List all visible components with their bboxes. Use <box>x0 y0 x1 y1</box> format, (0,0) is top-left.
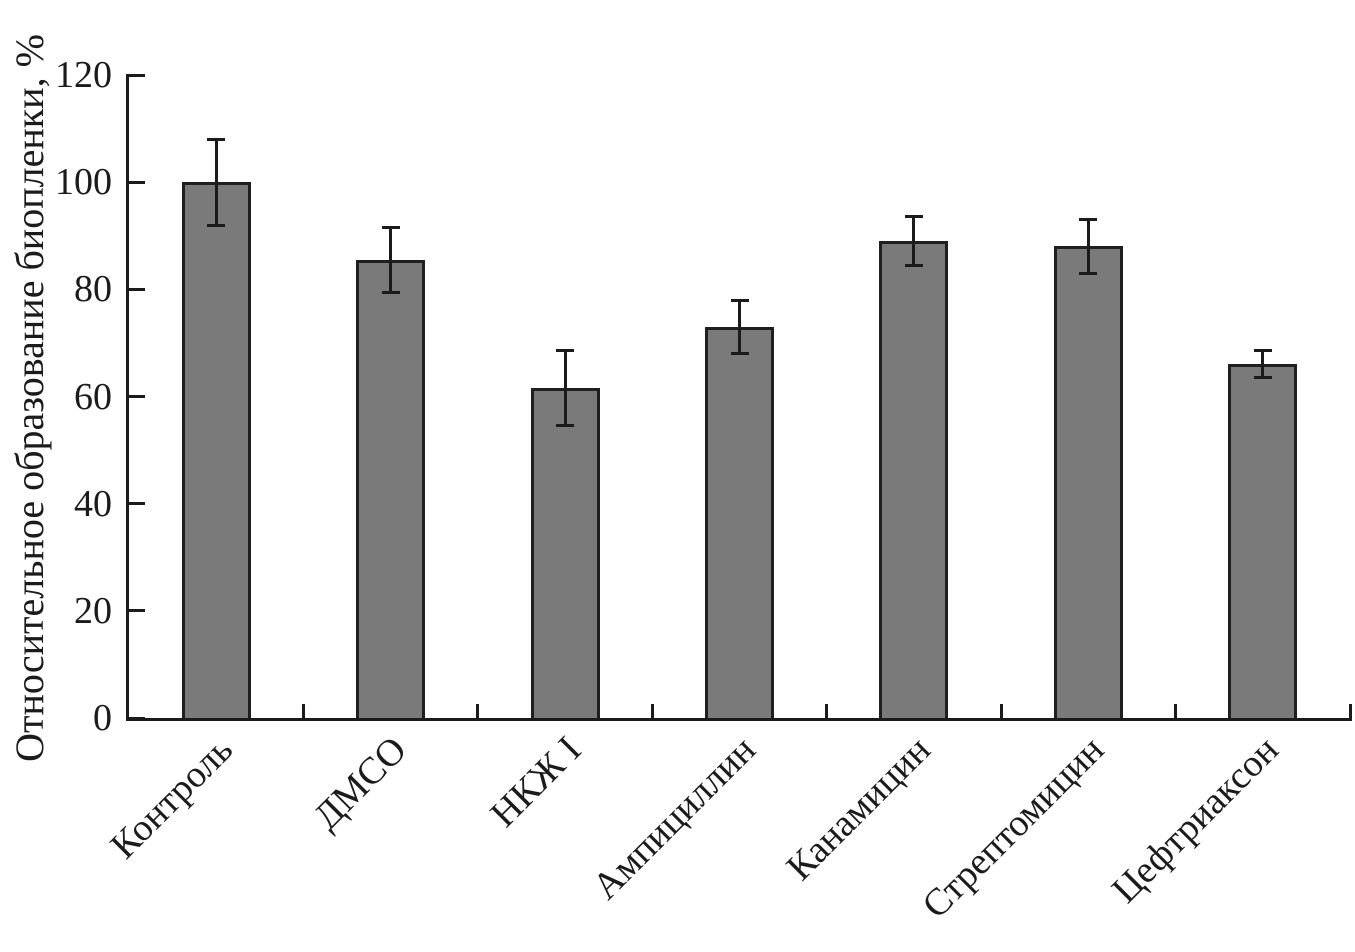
bar <box>705 326 774 718</box>
y-tick <box>129 287 145 291</box>
error-bar-cap-bottom <box>1253 376 1272 380</box>
x-boundary-tick <box>1174 704 1178 718</box>
y-tick-label: 60 <box>74 375 112 418</box>
y-axis-line <box>126 73 129 721</box>
error-bar-line <box>389 227 393 292</box>
x-category-label: НКЖ I <box>482 728 590 836</box>
error-bar-cap-top <box>904 215 923 219</box>
error-bar-line <box>563 350 567 426</box>
x-axis-line <box>126 718 1352 721</box>
x-boundary-tick <box>650 704 654 718</box>
y-tick <box>129 395 145 398</box>
bar <box>530 388 600 718</box>
error-bar-cap-top <box>1253 349 1272 353</box>
x-boundary-tick <box>999 704 1003 718</box>
error-bar-cap-bottom <box>904 263 923 267</box>
bar <box>356 259 426 718</box>
y-tick <box>129 609 145 613</box>
error-bar-cap-top <box>556 349 575 353</box>
error-bar-cap-top <box>1079 218 1098 222</box>
error-bar-cap-bottom <box>730 352 749 356</box>
x-boundary-tick <box>476 704 480 718</box>
x-category-label: Стрептомицин <box>914 728 1113 927</box>
bar <box>181 182 251 718</box>
x-category-label: Цефтриаксон <box>1104 728 1288 912</box>
x-category-label: Ампициллин <box>584 728 764 908</box>
error-bar-cap-top <box>730 298 749 302</box>
y-tick <box>129 716 145 720</box>
bar <box>879 241 949 718</box>
x-category-label: ДМСО <box>305 728 415 838</box>
error-bar-cap-bottom <box>556 424 575 428</box>
error-bar-cap-bottom <box>1079 271 1098 275</box>
error-bar-line <box>1086 219 1090 274</box>
x-boundary-tick <box>1348 704 1352 718</box>
y-tick-label: 0 <box>93 697 112 739</box>
error-bar-cap-top <box>381 226 400 230</box>
error-bar-line <box>912 216 916 266</box>
y-tick-label: 100 <box>55 161 112 204</box>
x-boundary-tick <box>301 704 305 718</box>
error-bar-cap-bottom <box>381 290 400 294</box>
error-bar-cap-bottom <box>207 223 226 227</box>
x-boundary-tick <box>825 704 829 718</box>
error-bar-line <box>214 139 218 226</box>
y-tick-label: 40 <box>74 482 112 525</box>
x-category-label: Канамицин <box>778 728 939 889</box>
bar <box>1228 364 1298 718</box>
y-tick-label: 80 <box>74 268 112 311</box>
y-tick <box>129 502 145 506</box>
x-category-label: Контроль <box>102 728 241 867</box>
y-tick-label: 20 <box>74 589 112 632</box>
y-tick-label: 120 <box>55 54 112 96</box>
y-tick <box>129 180 145 184</box>
bar <box>1053 246 1123 718</box>
error-bar-cap-top <box>207 137 226 141</box>
error-bar-line <box>738 300 741 354</box>
y-tick <box>129 73 145 77</box>
error-bar-line <box>1261 350 1265 378</box>
